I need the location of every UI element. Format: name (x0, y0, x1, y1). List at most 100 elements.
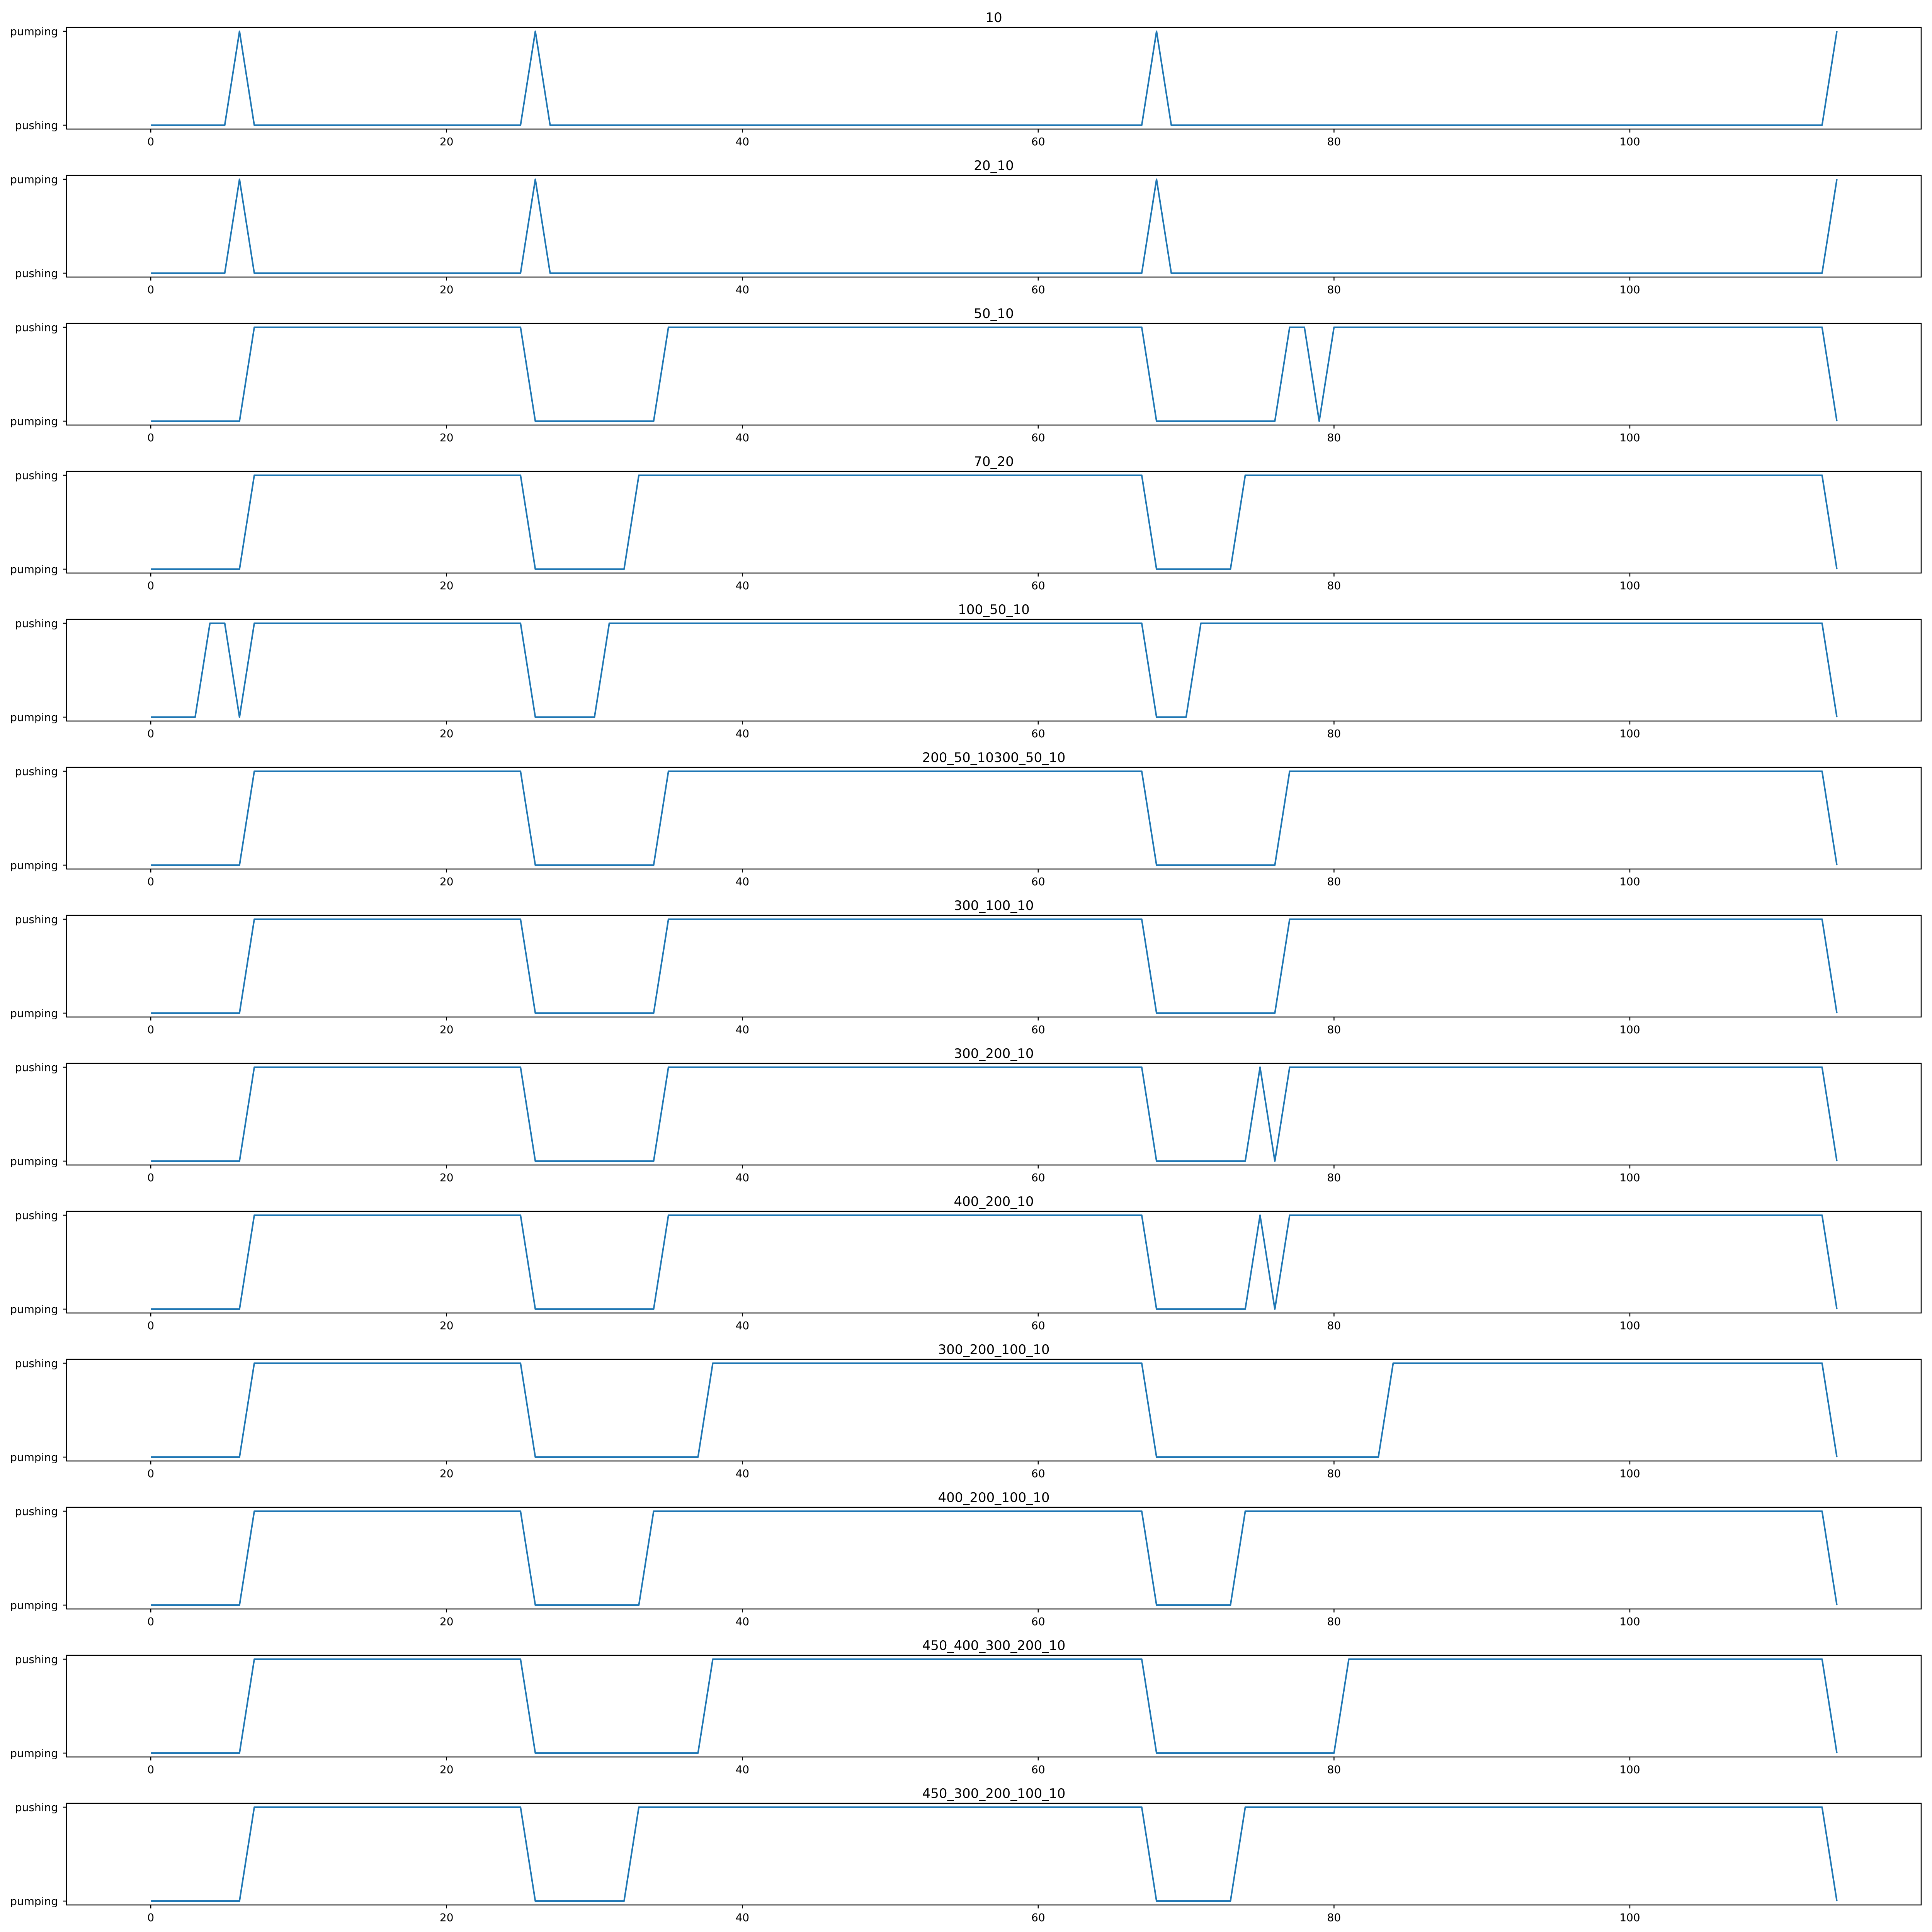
x-tick-label: 0 (147, 1319, 154, 1332)
y-tick-label: pushing (15, 617, 58, 630)
y-tick-label: pushing (15, 267, 58, 280)
x-tick-label: 40 (735, 431, 749, 444)
plot-title: 50_10 (974, 306, 1014, 321)
y-tick-label: pushing (15, 1505, 58, 1518)
axes-frame (66, 175, 1922, 278)
y-tick-label: pushing (15, 913, 58, 926)
x-tick-label: 0 (147, 1615, 154, 1628)
axes-frame (66, 1655, 1922, 1758)
x-tick-label: 80 (1327, 1911, 1341, 1924)
y-tick-label: pushing (15, 765, 58, 778)
axes-frame (66, 1359, 1922, 1462)
series-line (151, 918, 1838, 1014)
x-tick-label: 20 (440, 1763, 454, 1776)
axes-frame (66, 1803, 1922, 1906)
x-tick-label: 0 (147, 135, 154, 148)
x-tick-label: 80 (1327, 1023, 1341, 1036)
x-tick-label: 20 (440, 431, 454, 444)
plot-title: 200_50_10300_50_10 (922, 750, 1066, 765)
plot-title: 70_20 (974, 454, 1014, 469)
y-tick-label: pushing (15, 1801, 58, 1814)
x-tick-label: 0 (147, 283, 154, 296)
y-tick-label: pushing (15, 1653, 58, 1666)
x-tick-label: 100 (1619, 135, 1640, 148)
x-tick-label: 20 (440, 283, 454, 296)
x-tick-label: 100 (1619, 1615, 1640, 1628)
y-tick-label: pumping (10, 563, 58, 576)
x-tick-label: 100 (1619, 1319, 1640, 1332)
series-line (151, 1510, 1838, 1606)
x-tick-label: 100 (1619, 579, 1640, 592)
x-tick-label: 0 (147, 1467, 154, 1480)
x-tick-label: 100 (1619, 1023, 1640, 1036)
series-line (151, 1066, 1838, 1162)
axes-frame (66, 27, 1922, 130)
plot-title: 300_100_10 (954, 898, 1034, 913)
x-tick-label: 20 (440, 579, 454, 592)
plot-title: 300_200_10 (954, 1046, 1034, 1061)
y-tick-label: pumping (10, 25, 58, 38)
y-tick-label: pumping (10, 711, 58, 724)
x-tick-label: 80 (1327, 135, 1341, 148)
x-tick-label: 40 (735, 1023, 749, 1036)
x-tick-label: 0 (147, 1023, 154, 1036)
series-line (151, 327, 1838, 422)
y-tick-label: pumping (10, 1007, 58, 1020)
x-tick-label: 40 (735, 1171, 749, 1184)
x-tick-label: 80 (1327, 1615, 1341, 1628)
x-tick-label: 60 (1031, 283, 1045, 296)
plot-title: 450_300_200_100_10 (922, 1786, 1066, 1801)
y-tick-label: pushing (15, 469, 58, 482)
series-line (151, 31, 1838, 126)
axes-frame (66, 619, 1922, 722)
plot-title: 400_200_10 (954, 1194, 1034, 1209)
x-tick-label: 40 (735, 875, 749, 888)
x-tick-label: 80 (1327, 727, 1341, 740)
x-tick-label: 100 (1619, 431, 1640, 444)
x-tick-label: 40 (735, 579, 749, 592)
plot-title: 450_400_300_200_10 (922, 1638, 1066, 1653)
x-tick-label: 60 (1031, 1467, 1045, 1480)
x-tick-label: 0 (147, 1171, 154, 1184)
series-line (151, 1214, 1838, 1310)
series-line (151, 1658, 1838, 1754)
x-tick-label: 40 (735, 283, 749, 296)
series-line (151, 770, 1838, 866)
x-tick-label: 100 (1619, 1911, 1640, 1924)
x-tick-label: 60 (1031, 135, 1045, 148)
x-tick-label: 80 (1327, 579, 1341, 592)
x-tick-label: 40 (735, 1467, 749, 1480)
plot-title: 100_50_10 (958, 602, 1029, 617)
y-tick-label: pumping (10, 173, 58, 186)
x-tick-label: 60 (1031, 727, 1045, 740)
axes-frame (66, 767, 1922, 870)
series-line (151, 1362, 1838, 1458)
series-line (151, 179, 1838, 274)
y-tick-label: pushing (15, 321, 58, 334)
axes-frame (66, 915, 1922, 1018)
x-tick-label: 80 (1327, 1763, 1341, 1776)
axes-frame (66, 1063, 1922, 1166)
subplot-0: 10 pushing pumping 0 20 40 60 80 100 (10, 10, 1922, 148)
x-tick-label: 100 (1619, 1171, 1640, 1184)
x-tick-label: 60 (1031, 431, 1045, 444)
x-tick-label: 20 (440, 1171, 454, 1184)
axes-frame (66, 323, 1922, 426)
x-tick-label: 20 (440, 1615, 454, 1628)
y-tick-label: pushing (15, 1357, 58, 1370)
x-tick-label: 20 (440, 1467, 454, 1480)
x-tick-label: 80 (1327, 1467, 1341, 1480)
y-tick-label: pumping (10, 1451, 58, 1464)
series-line (151, 474, 1838, 570)
x-tick-label: 20 (440, 727, 454, 740)
x-tick-label: 80 (1327, 1171, 1341, 1184)
plot-title: 10 (985, 10, 1002, 26)
x-tick-label: 20 (440, 1023, 454, 1036)
x-tick-label: 100 (1619, 727, 1640, 740)
